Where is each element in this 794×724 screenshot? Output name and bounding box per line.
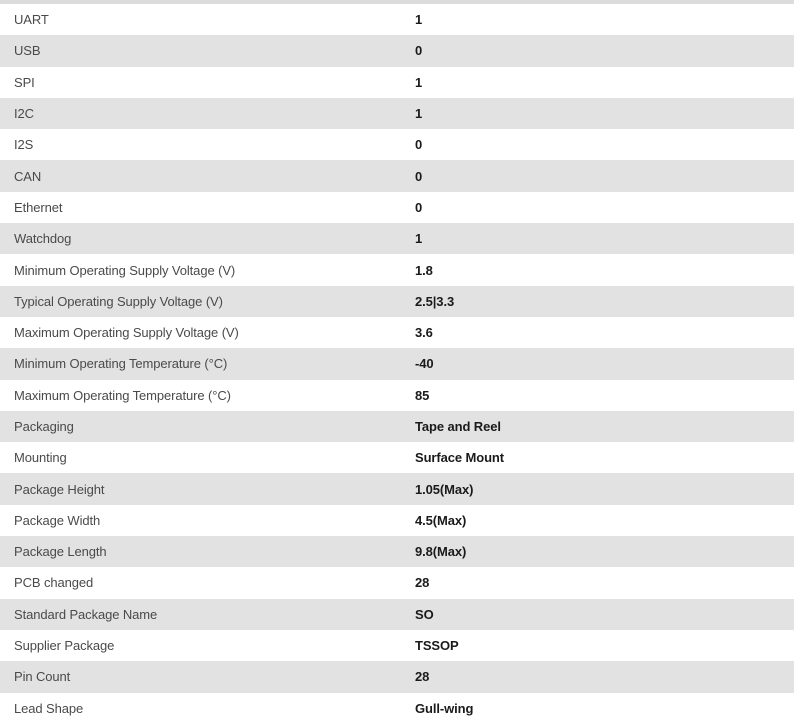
spec-label: USB [14, 43, 41, 59]
spec-label: Mounting [14, 450, 67, 466]
spec-row: USB 0 [0, 35, 794, 67]
spec-value: SO [415, 606, 434, 622]
spec-label: SPI [14, 74, 35, 90]
spec-row: Package Height 1.05(Max) [0, 473, 794, 505]
spec-value: TSSOP [415, 638, 459, 654]
spec-row: UART 1 [0, 4, 794, 36]
spec-label: Standard Package Name [14, 606, 158, 622]
spec-value: Surface Mount [415, 450, 504, 466]
spec-label: Maximum Operating Temperature (°C) [14, 387, 231, 403]
spec-label: UART [14, 12, 49, 28]
spec-label: I2S [14, 137, 34, 153]
spec-label: PCB changed [14, 575, 94, 591]
spec-value: 9.8(Max) [415, 544, 467, 560]
spec-row: Packaging Tape and Reel [0, 410, 794, 443]
spec-row: Mounting Surface Mount [0, 442, 794, 474]
spec-label: CAN [14, 168, 42, 184]
spec-label: Maximum Operating Supply Voltage (V) [14, 325, 239, 341]
spec-value: 0 [415, 168, 423, 184]
spec-row: Minimum Operating Temperature (°C) -40 [0, 348, 794, 380]
spec-row: Watchdog 1 [0, 223, 794, 255]
spec-value: 1 [415, 106, 423, 122]
spec-value: 1 [415, 231, 423, 247]
spec-label: Packaging [14, 419, 74, 434]
spec-value: 3.6 [415, 325, 433, 341]
spec-label: Package Height [14, 481, 105, 497]
spec-label: Lead Shape [14, 700, 84, 716]
spec-value: 1 [415, 12, 423, 28]
spec-row: Minimum Operating Supply Voltage (V) 1.8 [0, 254, 794, 286]
spec-value: 0 [415, 43, 423, 59]
spec-row: Pin Count 28 [0, 661, 794, 693]
spec-row: Ethernet 0 [0, 191, 794, 224]
spec-row: SPI 1 [0, 66, 794, 98]
spec-row: Lead Shape Gull-wing [0, 692, 794, 724]
spec-row: I2C 1 [0, 97, 794, 130]
spec-label: Watchdog [14, 231, 72, 247]
spec-row: I2S 0 [0, 129, 794, 161]
spec-value: 1.05(Max) [415, 481, 474, 497]
spec-rows: UART 1 USB 0 SPI 1 I2C 1 I2S 0 CAN 0 Ethernet 0 Watchd… [0, 4, 794, 724]
spec-value: -40 [415, 356, 434, 372]
spec-row: Supplier Package TSSOP [0, 629, 794, 662]
spec-row: Package Width 4.5(Max) [0, 504, 794, 537]
spec-row: Standard Package Name SO [0, 598, 794, 630]
spec-row: CAN 0 [0, 160, 794, 192]
spec-value: Tape and Reel [415, 419, 501, 434]
spec-value: 28 [415, 669, 430, 685]
spec-value: 0 [415, 137, 423, 153]
spec-row: Package Length 9.8(Max) [0, 536, 794, 568]
spec-label: Ethernet [14, 199, 63, 215]
spec-value: 0 [415, 199, 423, 215]
spec-row: Typical Operating Supply Voltage (V) 2.5|… [0, 285, 794, 317]
spec-value: 28 [415, 575, 430, 591]
spec-label: Package Length [14, 544, 107, 560]
spec-row: Maximum Operating Supply Voltage (V) 3.6 [0, 316, 794, 349]
spec-value: Gull-wing [415, 700, 474, 716]
spec-value: 1.8 [415, 262, 433, 278]
spec-row: Maximum Operating Temperature (°C) 85 [0, 379, 794, 411]
spec-label: Pin Count [14, 669, 71, 685]
spec-label: Minimum Operating Temperature (°C) [14, 356, 228, 372]
table-top-edge [0, 0, 794, 4]
spec-label: Typical Operating Supply Voltage (V) [14, 293, 223, 309]
spec-row: PCB changed 28 [0, 567, 794, 599]
spec-label: Package Width [14, 512, 101, 528]
spec-value: 2.5|3.3 [415, 293, 455, 309]
spec-label: I2C [14, 106, 34, 122]
spec-value: 85 [415, 387, 430, 403]
spec-value: 4.5(Max) [415, 512, 467, 528]
spec-value: 1 [415, 74, 423, 90]
spec-label: Supplier Package [14, 638, 115, 654]
spec-label: Minimum Operating Supply Voltage (V) [14, 262, 236, 278]
